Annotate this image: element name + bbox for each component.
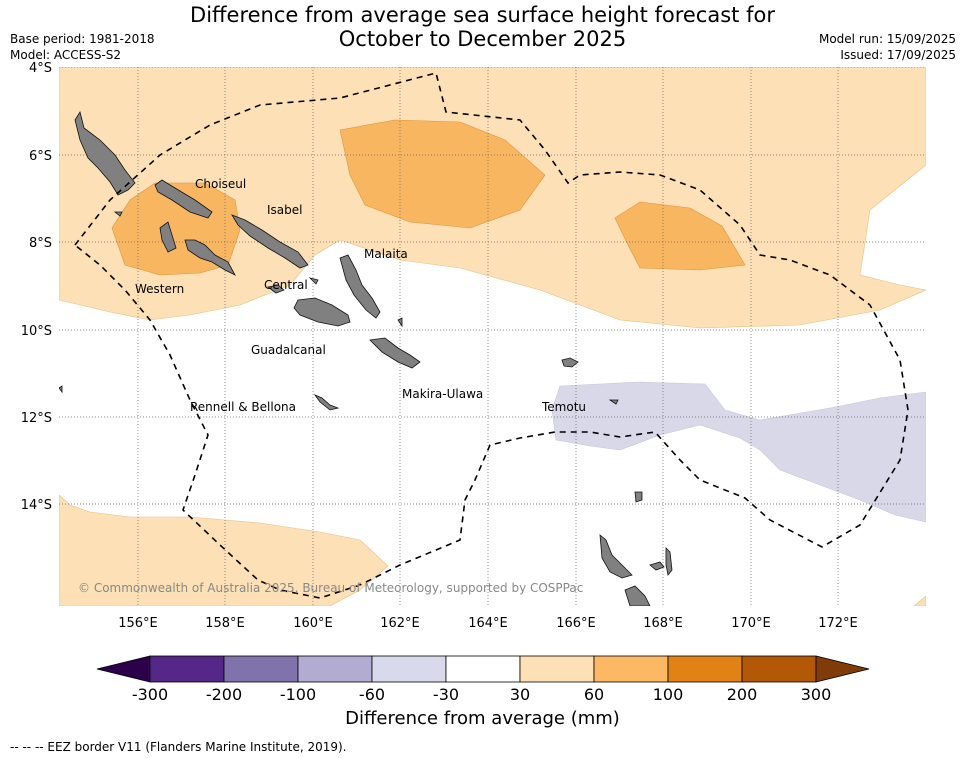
place-label-guadalcanal: Guadalcanal	[251, 343, 326, 357]
anomaly-region-30-60-south	[59, 494, 389, 606]
lat-label-12s: 12°S	[21, 411, 52, 426]
anomaly-region-30-60-corner	[913, 595, 926, 606]
place-label-choiseul: Choiseul	[195, 177, 246, 191]
eez-border	[73, 72, 909, 599]
colorbar-tick: -60	[359, 685, 385, 704]
colorbar-bin-8	[667, 655, 743, 683]
lon-label-164e: 164°E	[468, 616, 508, 631]
colorbar-bin-1	[149, 655, 225, 683]
model-name: Model: ACCESS-S2	[10, 48, 122, 62]
place-label-rennell-bellona: Rennell & Bellona	[190, 400, 296, 414]
map-title-line2: October to December 2025	[338, 27, 627, 51]
graticule	[59, 67, 926, 606]
island-small-3	[634, 491, 643, 503]
place-label-western: Western	[135, 282, 184, 296]
lon-label-156e: 156°E	[118, 616, 158, 631]
colorbar-tick: 30	[510, 685, 530, 704]
anomaly-region-60-100-far-east	[614, 201, 746, 271]
lon-label-172e: 172°E	[818, 616, 858, 631]
island-small-2	[608, 399, 619, 405]
island-makira	[369, 337, 421, 369]
colorbar-tick: -100	[280, 685, 316, 704]
anomaly-region-neg-60-30	[551, 381, 926, 523]
place-label-isabel: Isabel	[267, 203, 302, 217]
colorbar-low-extension	[96, 655, 151, 683]
colorbar-label: Difference from average (mm)	[345, 708, 620, 729]
island-bougainville	[74, 110, 136, 196]
lat-label-8s: 8°S	[29, 236, 52, 251]
colorbar-tick: -30	[433, 685, 459, 704]
island-small-4	[308, 277, 319, 285]
island-santa-cruz	[561, 357, 579, 368]
lat-label-14s: 14°S	[21, 498, 52, 513]
map-area: Choiseul Isabel Malaita Western Central …	[59, 67, 926, 606]
island-new-georgia-2	[184, 239, 236, 276]
island-small-6	[59, 385, 63, 394]
island-guadalcanal	[293, 297, 351, 327]
colorbar-ticks: -300 -200 -100 -60 -30 30 60 100 200 300	[132, 685, 831, 704]
colorbar-bin-6	[519, 655, 595, 683]
island-small-1	[397, 317, 403, 328]
lon-label-162e: 162°E	[380, 616, 420, 631]
island-vanuatu-ambae	[649, 561, 665, 571]
island-choiseul	[154, 179, 213, 219]
colorbar-tick: 60	[584, 685, 604, 704]
model-run-date: Model run: 15/09/2025	[818, 32, 956, 46]
island-central	[267, 284, 285, 294]
island-vanuatu-malekula	[624, 585, 651, 606]
island-rennell	[313, 394, 340, 411]
colorbar-tick: 300	[801, 685, 832, 704]
lon-label-160e: 160°E	[293, 616, 333, 631]
island-vanuatu-pentecost	[665, 547, 673, 576]
colorbar-tick: 100	[653, 685, 684, 704]
colorbar-bin-4	[371, 655, 447, 683]
colorbar-bin-5	[445, 655, 521, 683]
island-vanuatu-espiritu	[599, 534, 633, 579]
colorbar-bin-3	[297, 655, 373, 683]
base-period: Base period: 1981-2018	[10, 32, 155, 46]
colorbar-tick: -300	[132, 685, 168, 704]
colorbar-tick: -200	[206, 685, 242, 704]
place-label-temotu: Temotu	[541, 400, 586, 414]
lat-label-6s: 6°S	[29, 149, 52, 164]
meta-left: Base period: 1981-2018 Model: ACCESS-S2	[10, 31, 155, 63]
colorbar	[96, 655, 870, 683]
lon-label-170e: 170°E	[731, 616, 771, 631]
colorbar-tick: 200	[727, 685, 758, 704]
map-title-line1: Difference from average sea surface heig…	[190, 3, 775, 27]
eez-footnote: -- -- -- EEZ border V11 (Flanders Marine…	[10, 740, 347, 754]
island-malaita	[339, 254, 381, 319]
issued-date: Issued: 17/09/2025	[840, 48, 956, 62]
lon-label-166e: 166°E	[556, 616, 596, 631]
island-isabel	[231, 214, 309, 269]
meta-right: Model run: 15/09/2025 Issued: 17/09/2025	[819, 31, 956, 63]
island-new-georgia	[159, 221, 177, 253]
colorbar-high-extension	[815, 655, 870, 683]
place-label-central: Central	[264, 278, 308, 292]
land-masses	[59, 110, 673, 606]
lat-label-4s: 4°S	[29, 61, 52, 76]
lat-label-10s: 10°S	[21, 324, 52, 339]
lon-label-158e: 158°E	[205, 616, 245, 631]
copyright-notice: © Commonwealth of Australia 2025, Bureau…	[78, 581, 583, 595]
colorbar-bin-7	[593, 655, 669, 683]
anomaly-region-60-100-east	[339, 119, 546, 229]
island-small-5	[113, 211, 123, 217]
colorbar-bin-2	[223, 655, 299, 683]
place-label-malaita: Malaita	[364, 247, 408, 261]
lon-label-168e: 168°E	[643, 616, 683, 631]
colorbar-bin-9	[741, 655, 817, 683]
place-label-makira-ulawa: Makira-Ulawa	[402, 387, 483, 401]
